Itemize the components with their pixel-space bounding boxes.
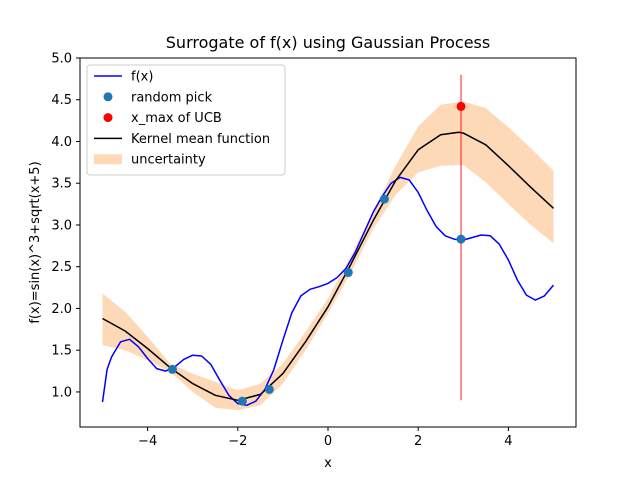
x-axis-title: x bbox=[324, 456, 332, 471]
legend-label: uncertainty bbox=[131, 153, 206, 168]
random-pick-point bbox=[456, 234, 466, 244]
x-tick-label: 4 bbox=[504, 434, 512, 449]
uncertainty-band bbox=[102, 101, 554, 411]
legend-label: x_max of UCB bbox=[131, 111, 222, 126]
random-pick-point bbox=[264, 384, 274, 394]
legend-box bbox=[86, 64, 286, 176]
ucb-max-point bbox=[456, 101, 466, 111]
chart-title: Surrogate of f(x) using Gaussian Process bbox=[166, 33, 490, 52]
y-tick-label: 3.5 bbox=[51, 177, 72, 192]
x-tick-label: −2 bbox=[228, 434, 247, 449]
legend-swatch-x-max-of-ucb bbox=[103, 113, 113, 123]
y-tick-label: 3.0 bbox=[51, 218, 72, 233]
x-tick-label: −4 bbox=[138, 434, 157, 449]
y-tick-label: 1.5 bbox=[51, 344, 72, 359]
legend-label: f(x) bbox=[131, 70, 153, 85]
kernel-mean-line bbox=[102, 131, 555, 402]
y-axis: 1.0 1.5 2.0 2.5 3.0 3.5 4.0 4.5 5.0 bbox=[51, 52, 80, 400]
y-tick-label: 4.5 bbox=[51, 93, 72, 108]
legend-label: random pick bbox=[131, 90, 213, 105]
y-tick-label: 1.0 bbox=[51, 385, 72, 400]
y-tick-label: 2.0 bbox=[51, 302, 72, 317]
random-pick-point bbox=[167, 364, 177, 374]
legend: f(x) random pick x_max of UCB Kernel mean f… bbox=[86, 64, 286, 176]
random-pick-point bbox=[379, 194, 389, 204]
legend-swatch-random-pick bbox=[103, 92, 113, 102]
random-pick-point bbox=[237, 396, 247, 406]
y-axis-title: f(x)=sin(x)^3+sqrt(x+5) bbox=[28, 161, 43, 323]
x-axis: −4 −2 0 2 4 bbox=[138, 427, 513, 449]
random-pick-point bbox=[343, 268, 353, 278]
legend-swatch-uncertainty bbox=[94, 154, 122, 165]
y-tick-label: 4.0 bbox=[51, 135, 72, 150]
legend-label: Kernel mean function bbox=[131, 132, 270, 147]
x-tick-label: 2 bbox=[414, 434, 422, 449]
axes-frame bbox=[79, 57, 577, 428]
x-tick-label: 0 bbox=[324, 434, 332, 449]
plot-area bbox=[101, 74, 555, 411]
y-tick-label: 2.5 bbox=[51, 260, 72, 275]
y-tick-label: 5.0 bbox=[51, 52, 72, 67]
